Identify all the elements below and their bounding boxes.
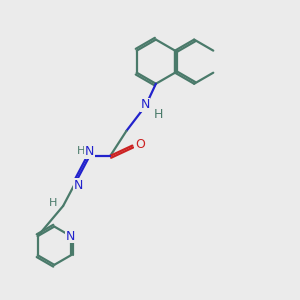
Text: O: O <box>135 138 145 151</box>
Text: N: N <box>85 145 94 158</box>
Text: N: N <box>140 98 150 111</box>
Text: H: H <box>153 108 163 121</box>
Text: N: N <box>66 230 75 243</box>
Text: N: N <box>74 179 83 192</box>
Text: H: H <box>49 198 57 208</box>
Text: H: H <box>76 146 85 157</box>
